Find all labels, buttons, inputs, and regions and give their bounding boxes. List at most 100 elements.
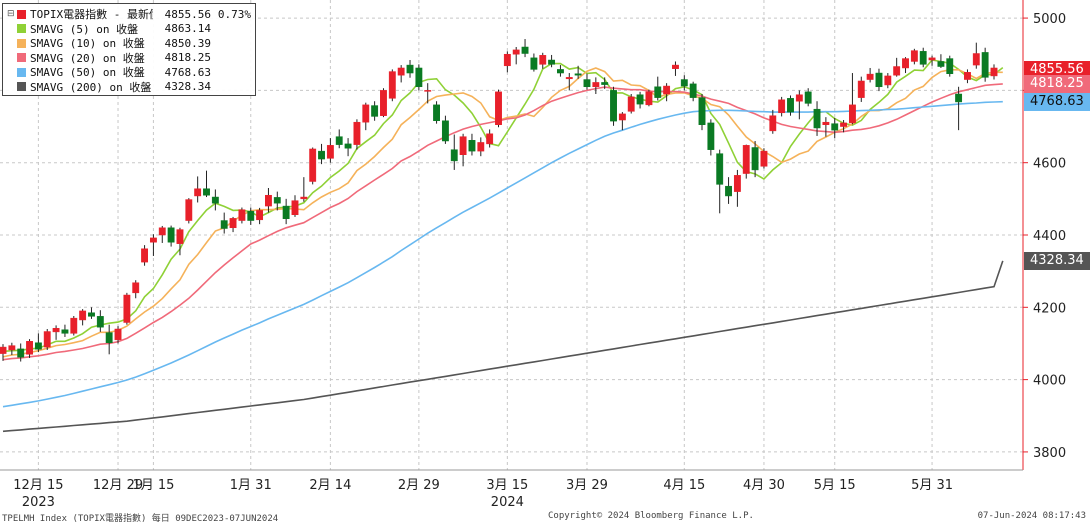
candle-body (972, 53, 980, 66)
y-tick-label: 3800 (1033, 446, 1066, 461)
x-tick-label: 4月 30 (743, 478, 785, 493)
candle-body (893, 66, 901, 76)
candle-body (441, 120, 449, 142)
legend-item[interactable]: SMAVG (200) on 收盤 4328.34 (7, 80, 251, 95)
candle-body (96, 316, 104, 328)
candle-body (919, 51, 927, 65)
candle-body (787, 98, 794, 113)
legend-swatch (17, 24, 26, 34)
candle-body (955, 93, 963, 103)
candle-body (610, 90, 617, 122)
legend-swatch (17, 38, 26, 48)
y-tick-label: 4600 (1033, 157, 1066, 172)
candle-body (503, 53, 511, 67)
candle-body (26, 341, 33, 355)
candle-body (848, 104, 856, 124)
candle-body (716, 153, 724, 185)
legend[interactable]: ⊟ TOPIX電器指數 - 最新價 4855.56 0.73% SMAVG (5) on… (2, 3, 256, 96)
legend-item[interactable]: SMAVG (10) on 收盤 4850.39 (7, 36, 251, 51)
candle-body (362, 104, 370, 123)
legend-label: TOPIX電器指數 - 最新價 (30, 8, 153, 22)
candle-body (964, 72, 971, 80)
candle-body (0, 346, 7, 354)
candle-body (300, 196, 308, 200)
candle-body (601, 82, 609, 85)
legend-label: SMAVG (5) on 收盤 (30, 22, 139, 36)
candle-body (663, 85, 671, 95)
legend-swatch (17, 67, 26, 77)
candle-body (459, 136, 467, 155)
legend-item[interactable]: ⊟ TOPIX電器指數 - 最新價 4855.56 0.73% (7, 7, 251, 22)
candle-body (521, 46, 529, 54)
candle-body (990, 67, 998, 77)
legend-label: SMAVG (10) on 收盤 (30, 37, 145, 51)
candle-body (512, 49, 520, 55)
x-tick-label: 5月 15 (814, 478, 856, 493)
legend-swatch (17, 9, 26, 19)
candle-body (344, 143, 352, 149)
candle-body (424, 90, 432, 92)
y-tick-label: 4200 (1033, 301, 1066, 316)
candle-body (291, 200, 299, 216)
legend-item[interactable]: SMAVG (5) on 收盤 4863.14 (7, 22, 251, 37)
legend-item[interactable]: SMAVG (20) on 收盤 4818.25 (7, 51, 251, 66)
candle-body (548, 59, 556, 65)
candle-body (238, 209, 246, 221)
legend-value: 4850.39 (164, 36, 211, 50)
candle-body (194, 188, 202, 197)
candle-body (742, 145, 750, 174)
candle-body (114, 328, 122, 341)
candle-body (831, 123, 839, 131)
x-year-label: 2024 (491, 495, 524, 510)
candle-body (220, 220, 228, 229)
candle-body (468, 140, 476, 152)
collapse-icon[interactable]: ⊟ (7, 9, 15, 20)
candle-body (167, 227, 175, 243)
candle-body (123, 294, 131, 323)
x-tick-label: 2月 29 (398, 478, 440, 493)
footer-timestamp: 07-Jun-2024 08:17:43 (977, 511, 1086, 521)
candle-body (203, 188, 210, 196)
candle-body (282, 205, 290, 219)
candle-body (406, 64, 414, 74)
x-tick-label: 1月 31 (230, 478, 272, 493)
y-tick-label: 4400 (1033, 229, 1066, 244)
candle-body (265, 194, 272, 207)
ma-line-0 (2, 59, 1004, 353)
candle-body (981, 52, 989, 78)
candle-body (477, 142, 485, 152)
candle-body (636, 94, 644, 105)
candle-body (273, 197, 281, 204)
footer-copyright: Copyright© 2024 Bloomberg Finance L.P. (548, 511, 754, 521)
candle-body (132, 282, 140, 294)
candle-body (256, 210, 264, 221)
candle-body (565, 77, 573, 80)
candle-body (17, 348, 25, 358)
candle-body (672, 64, 679, 69)
legend-value: 4855.56 (164, 7, 211, 21)
candle-body (680, 79, 688, 87)
candle-body (725, 185, 732, 197)
x-tick-label: 1月 15 (132, 478, 174, 493)
candle-body (335, 136, 343, 145)
ma-line-3 (2, 100, 1003, 408)
candle-body (822, 121, 830, 125)
candle-body (415, 67, 423, 88)
candle-body (583, 79, 591, 88)
candle-body (937, 61, 945, 67)
candle-body (769, 115, 777, 132)
legend-label: SMAVG (50) on 收盤 (30, 66, 145, 80)
footer-ticker: TPELMH Index (TOPIX電器指數) 每日 09DEC2023-07… (2, 514, 279, 524)
candle-body (928, 57, 936, 61)
price-tag: 4818.25 (1024, 74, 1090, 93)
legend-change: 0.73% (217, 7, 251, 21)
candle-body (866, 73, 874, 80)
x-tick-label: 5月 31 (911, 478, 953, 493)
candle-body (318, 150, 325, 160)
candle-body (8, 345, 16, 351)
legend-item[interactable]: SMAVG (50) on 收盤 4768.63 (7, 65, 251, 80)
candle-body (353, 121, 361, 145)
candle-body (654, 86, 662, 98)
candle-body (229, 218, 237, 229)
